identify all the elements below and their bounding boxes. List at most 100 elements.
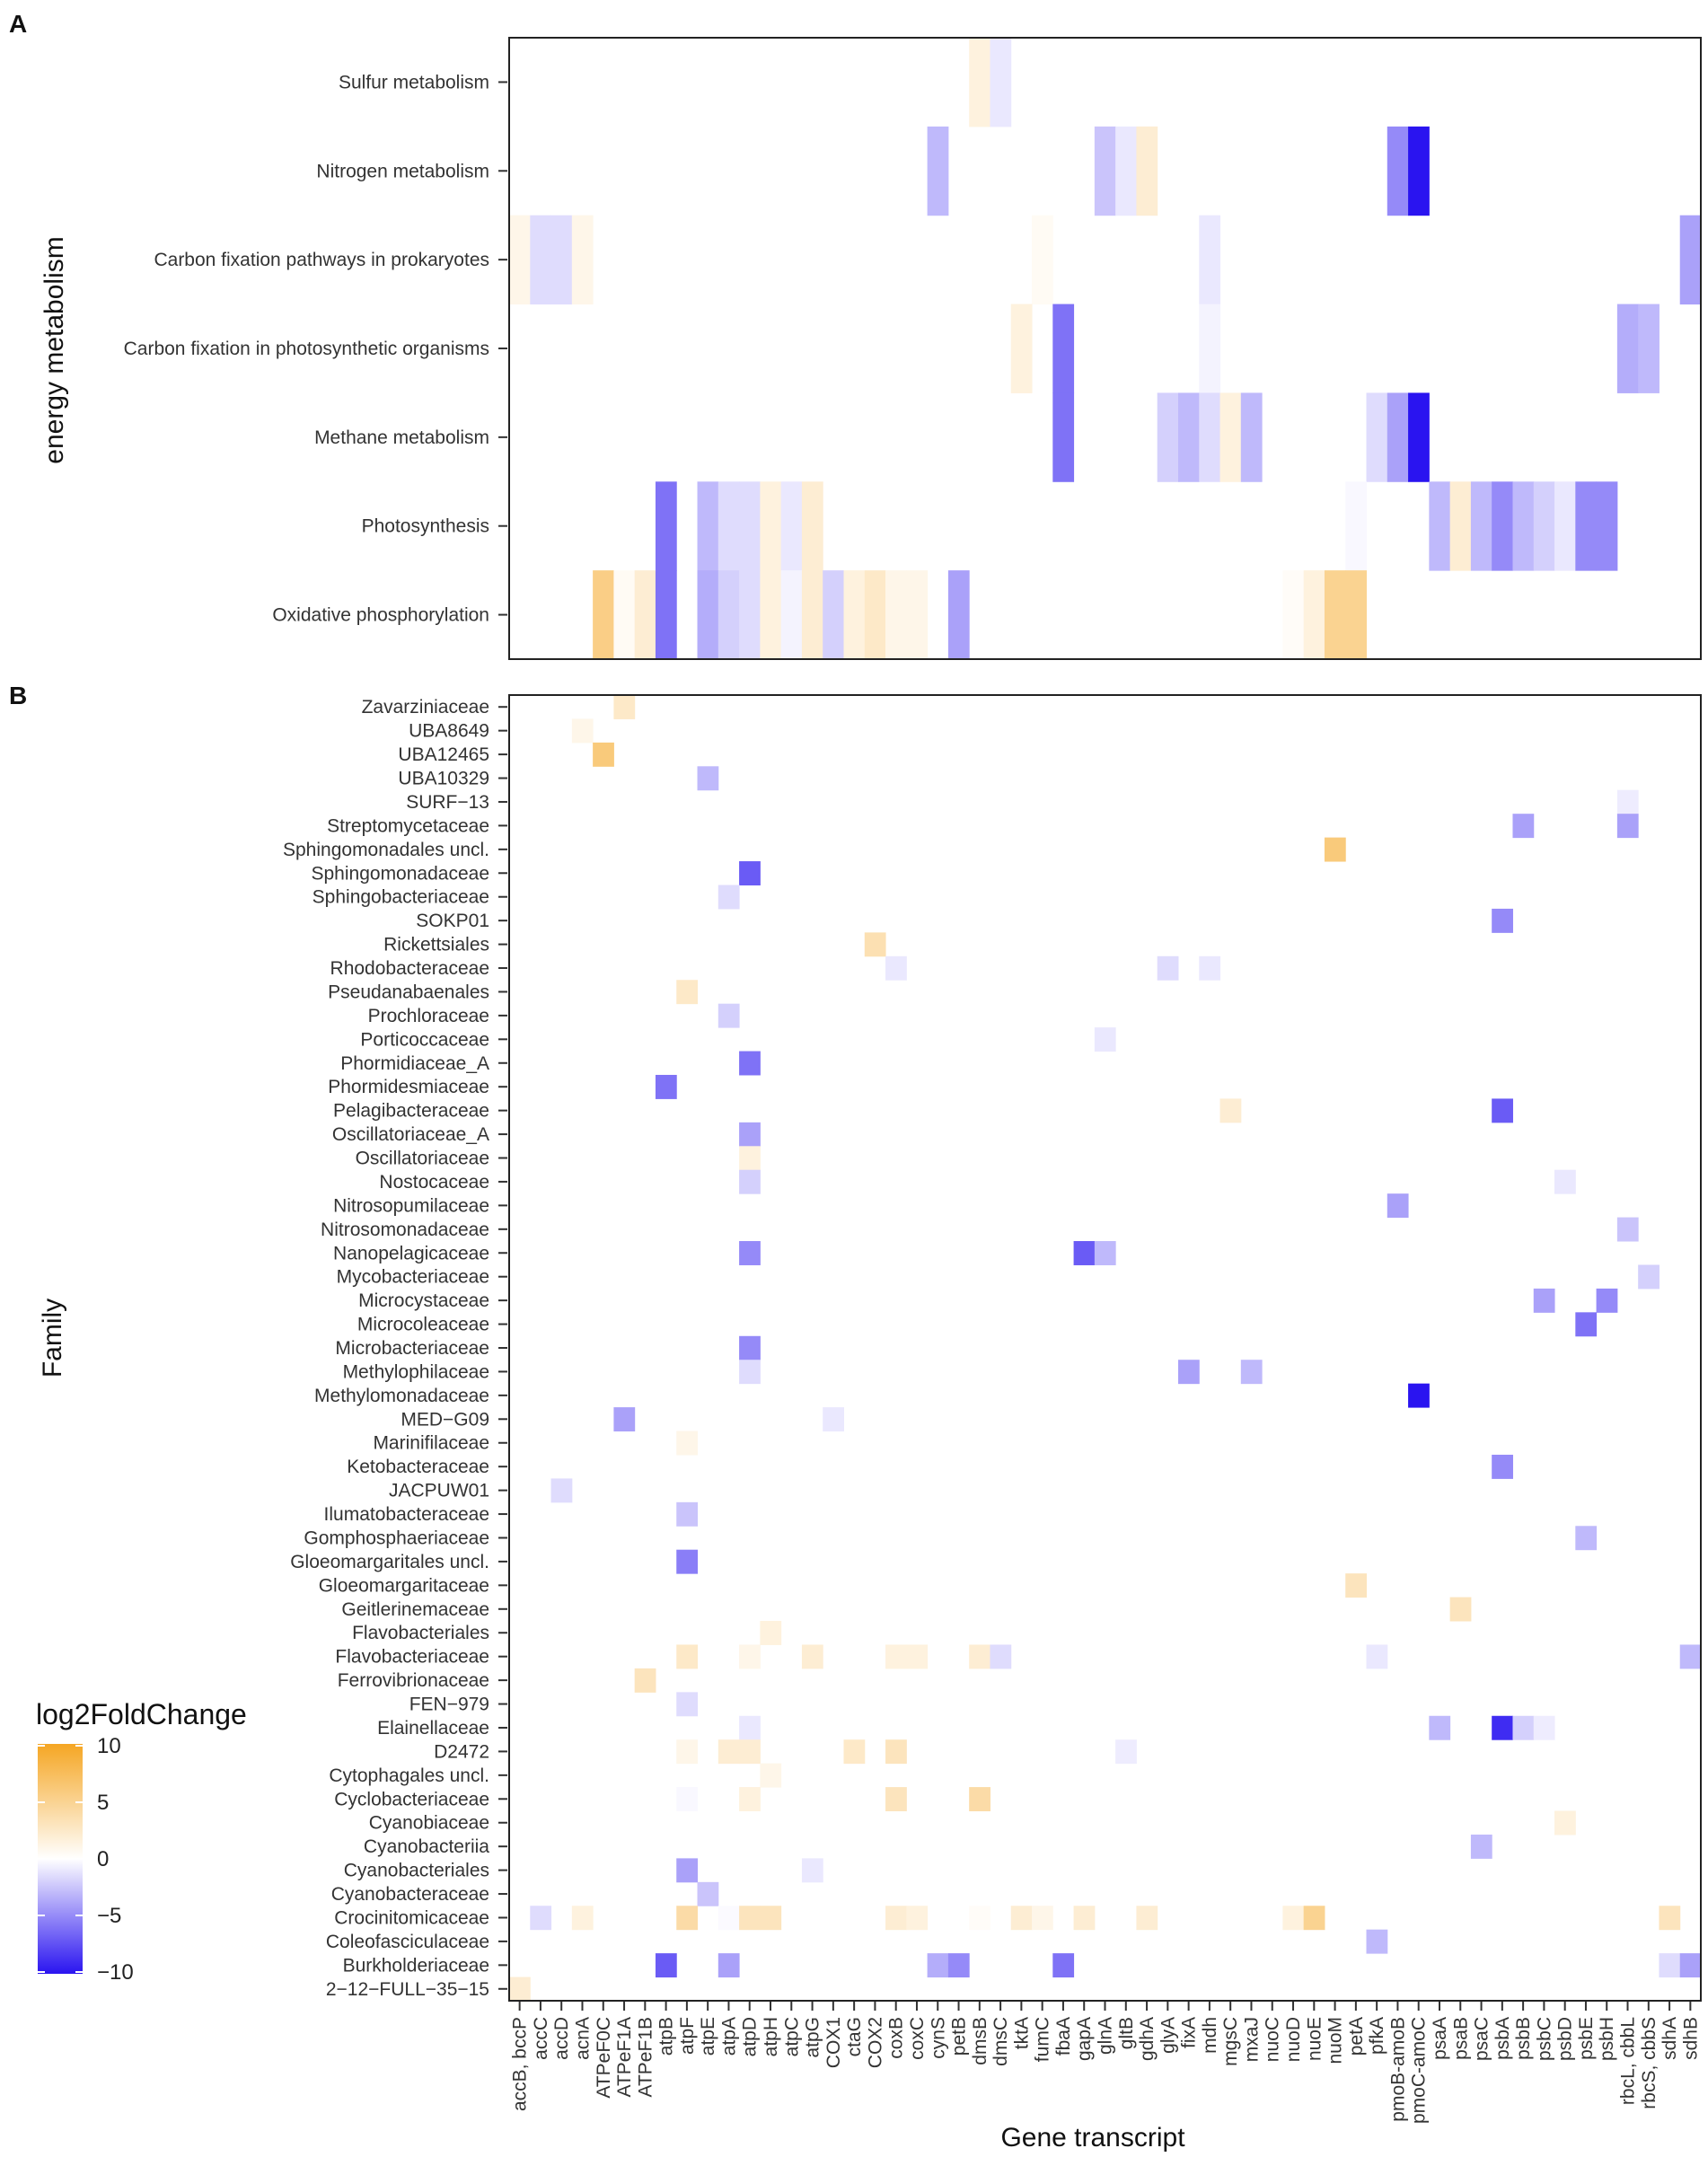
panel-b-x-tick-label: psaB xyxy=(1450,2017,1471,2060)
panel-b-heatmap-cell xyxy=(718,1739,740,1765)
panel-b-x-tick-label: ctaG xyxy=(844,2017,865,2056)
panel-a-heatmap-cell xyxy=(1345,481,1368,571)
panel-a-heatmap-cell xyxy=(885,570,907,660)
panel-b-heatmap-cell xyxy=(1303,1906,1325,1931)
panel-a-heatmap-cell xyxy=(697,481,719,571)
panel-b-y-axis-title: Family xyxy=(38,1299,67,1378)
panel-b-y-tick-label: Cyanobacteriia xyxy=(364,1836,489,1857)
panel-b-heatmap-cell xyxy=(1366,1929,1388,1954)
panel-b-heatmap-cell xyxy=(906,1906,929,1931)
panel-b-heatmap-cell xyxy=(760,1621,782,1645)
panel-b-y-tick-label: D2472 xyxy=(434,1741,489,1762)
panel-b-y-tick-label: Flavobacteriales xyxy=(352,1623,489,1643)
panel-b-y-tick-label: Prochloraceae xyxy=(368,1006,489,1026)
panel-b-heatmap-cell xyxy=(885,1906,907,1931)
panel-b-y-tick-label: Sphingobacteriaceae xyxy=(313,887,489,908)
panel-b-heatmap-cell xyxy=(990,1644,1012,1669)
panel-b-heatmap-cell xyxy=(739,1360,761,1385)
panel-b-x-tick-label: atpE xyxy=(698,2017,718,2056)
panel-a-heatmap-cell xyxy=(1324,570,1346,660)
legend-colorbar xyxy=(38,1744,83,1974)
panel-b-y-tick-label: SURF−13 xyxy=(406,792,489,813)
panel-b-heatmap-cell xyxy=(843,1739,866,1765)
panel-b-heatmap-cell xyxy=(1533,1288,1555,1313)
panel-b-heatmap-cell xyxy=(801,1858,823,1883)
panel-b-heatmap-cell xyxy=(947,1953,970,1978)
panel-b-heatmap-cell xyxy=(1199,955,1221,981)
panel-b-y-tick-label: Phormidesmiaceae xyxy=(328,1077,489,1097)
panel-b-x-tick-label: tktA xyxy=(1011,2017,1032,2049)
panel-a-heatmap-cell xyxy=(864,570,886,660)
panel-a-heatmap-cell xyxy=(990,38,1012,128)
panel-a-y-tick-labels: Sulfur metabolism Nitrogen metabolism Carb… xyxy=(124,72,507,626)
panel-b-heatmap-cell xyxy=(1177,1360,1200,1385)
panel-b-heatmap-cell xyxy=(655,1953,677,1978)
panel-a-heatmap-cell xyxy=(1136,126,1158,216)
panel-b-y-tick-label: SOKP01 xyxy=(416,911,489,931)
panel-a-heatmap-cell xyxy=(927,126,949,216)
legend-ticks: 10 5 0 −5 −10 xyxy=(38,1734,134,1985)
panel-a-heatmap-cell xyxy=(739,481,761,571)
panel-a-heatmap-cell xyxy=(1052,304,1075,393)
panel-b-heatmap-cell xyxy=(906,1644,929,1669)
panel-a-heatmap-cell xyxy=(1575,481,1598,571)
panel-b-heatmap-cell xyxy=(739,1051,761,1076)
panel-b-y-tick-label: Rhodobacteraceae xyxy=(330,958,489,979)
panel-b-x-tick-label: psaA xyxy=(1430,2017,1450,2060)
panel-b-y-tick-label: Pseudanabaenales xyxy=(328,982,489,1002)
panel-b-heatmap-cell xyxy=(1324,837,1346,862)
panel-b-heatmap-cell xyxy=(1219,1098,1242,1123)
panel-a-heatmap-cell xyxy=(1470,481,1492,571)
panel-b-x-tick-label: accC xyxy=(531,2017,551,2060)
panel-b-heatmap-cell xyxy=(1073,1906,1096,1931)
panel-b-y-tick-label: Oscillatoriaceae xyxy=(356,1149,489,1169)
panel-b-y-tick-label: Cytophagales uncl. xyxy=(329,1765,489,1786)
panel-b-x-tick-label: coxC xyxy=(907,2017,928,2060)
legend-tick-label: 10 xyxy=(97,1734,121,1758)
panel-b-y-tick-label: Cyanobacteraceae xyxy=(331,1884,489,1905)
legend-tick-label: 0 xyxy=(97,1847,109,1871)
panel-b-heatmap-cell xyxy=(655,1074,677,1099)
panel-b-y-tick-label: Nitrosopumilaceae xyxy=(333,1195,489,1216)
panel-a-heatmap-cell xyxy=(1429,481,1451,571)
legend-tick-label: 5 xyxy=(97,1791,109,1815)
panel-b-x-tick-label: pfkA xyxy=(1367,2017,1387,2055)
panel-b-y-tick-label: Gomphosphaeriaceae xyxy=(304,1528,489,1548)
legend-tick-label: −5 xyxy=(97,1904,121,1928)
panel-b-y-tick-label: Ferrovibrionaceae xyxy=(338,1670,489,1691)
panel-a-heatmap-cell xyxy=(843,570,866,660)
panel-b-x-tick-label: glnA xyxy=(1096,2017,1116,2055)
panel-b-y-tick-label: Nostocaceae xyxy=(379,1172,489,1193)
panel-a-heatmap-cell xyxy=(1199,304,1221,393)
color-legend: log2FoldChange 10 5 0 −5 −10 xyxy=(36,1698,247,1985)
panel-b-heatmap-cell xyxy=(1345,1573,1368,1598)
panel-b-heatmap-cells xyxy=(509,695,1702,2002)
panel-a-y-tick-label: Methane metabolism xyxy=(314,427,489,448)
panel-a: A energy metabolism Sulfur metabolism Nit… xyxy=(9,10,1702,660)
panel-b-heatmap-cell xyxy=(676,1787,699,1812)
panel-a-heatmap-cell xyxy=(906,570,929,660)
panel-b-label: B xyxy=(9,682,27,709)
panel-b-x-tick-label: fumC xyxy=(1033,2017,1053,2062)
panel-b-x-tick-label: psaC xyxy=(1472,2017,1492,2061)
panel-a-heatmap-cell xyxy=(1199,215,1221,305)
panel-a-heatmap-cell xyxy=(1157,392,1179,482)
panel-a-y-tick-label: Nitrogen metabolism xyxy=(316,161,489,181)
panel-a-heatmap-cell xyxy=(571,215,594,305)
panel-b-y-tick-label: Nitrosomonadaceae xyxy=(321,1219,489,1240)
panel-a-y-tick-label: Sulfur metabolism xyxy=(339,72,489,92)
panel-b-x-tick-label: atpC xyxy=(781,2017,802,2056)
panel-b-heatmap-cell xyxy=(1512,1715,1535,1740)
panel-b-heatmap-cell xyxy=(697,1881,719,1906)
panel-a-heatmap-cell xyxy=(1219,392,1242,482)
panel-a-heatmap-cell xyxy=(760,481,782,571)
panel-b-y-tick-label: Phormidiaceae_A xyxy=(340,1053,489,1074)
panel-b-y-tick-label: Flavobacteriaceae xyxy=(335,1647,489,1668)
panel-b-heatmap-cell xyxy=(676,1739,699,1765)
panel-b-heatmap-cell xyxy=(697,766,719,791)
panel-b-x-tick-label: nuoC xyxy=(1263,2017,1283,2062)
panel-a-y-axis-title: energy metabolism xyxy=(40,236,69,463)
panel-b-x-tick-label: sdhA xyxy=(1660,2017,1680,2060)
panel-b-y-tick-label: Pelagibacteraceae xyxy=(333,1101,489,1122)
